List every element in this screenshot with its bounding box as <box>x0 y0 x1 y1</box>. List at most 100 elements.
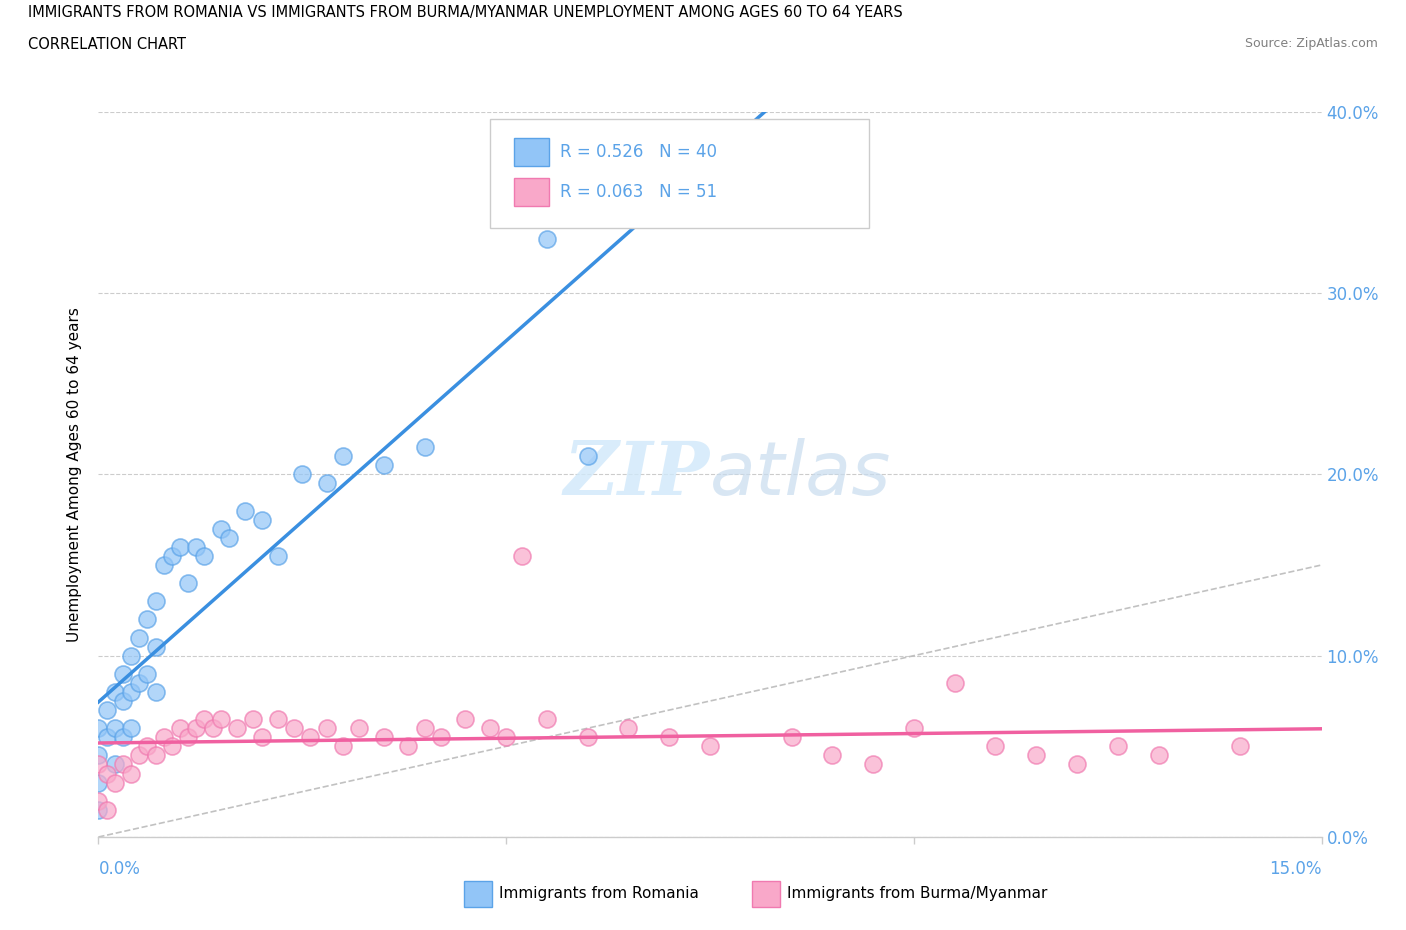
Text: R = 0.526   N = 40: R = 0.526 N = 40 <box>560 143 717 161</box>
FancyBboxPatch shape <box>515 139 548 166</box>
Text: IMMIGRANTS FROM ROMANIA VS IMMIGRANTS FROM BURMA/MYANMAR UNEMPLOYMENT AMONG AGES: IMMIGRANTS FROM ROMANIA VS IMMIGRANTS FR… <box>28 5 903 20</box>
Point <box>396 738 419 753</box>
Point <box>512 549 534 564</box>
Point <box>536 232 558 246</box>
Point <box>943 675 966 690</box>
Point <box>160 738 183 753</box>
Point <box>576 730 599 745</box>
Point <box>903 721 925 736</box>
Point <box>373 458 395 472</box>
Point <box>128 631 150 645</box>
Point <box>226 721 249 736</box>
Point <box>1025 748 1047 763</box>
Point <box>136 666 159 681</box>
Point <box>186 721 208 736</box>
Point <box>862 757 884 772</box>
Point <box>128 748 150 763</box>
Point <box>145 748 167 763</box>
Point <box>617 721 640 736</box>
Point <box>120 684 142 699</box>
Point <box>111 757 134 772</box>
Point <box>332 738 354 753</box>
Point <box>120 766 142 781</box>
Point <box>96 766 118 781</box>
Point <box>128 675 150 690</box>
Point <box>152 558 174 573</box>
Point <box>299 730 322 745</box>
Point <box>120 721 142 736</box>
Point <box>120 648 142 663</box>
Point <box>96 703 118 718</box>
Point <box>332 449 354 464</box>
Point <box>96 803 118 817</box>
Text: R = 0.063   N = 51: R = 0.063 N = 51 <box>560 183 717 201</box>
Point <box>780 730 803 745</box>
Point <box>250 512 273 527</box>
Point <box>87 793 110 808</box>
Point <box>87 721 110 736</box>
Point <box>145 639 167 654</box>
Point <box>373 730 395 745</box>
Point <box>87 803 110 817</box>
Point <box>291 467 314 482</box>
Text: atlas: atlas <box>710 438 891 511</box>
Point <box>186 539 208 554</box>
Point <box>96 730 118 745</box>
Point <box>169 721 191 736</box>
Point <box>160 549 183 564</box>
Point <box>136 612 159 627</box>
Point <box>984 738 1007 753</box>
Point <box>658 730 681 745</box>
Point <box>250 730 273 745</box>
Text: 0.0%: 0.0% <box>98 860 141 878</box>
Text: CORRELATION CHART: CORRELATION CHART <box>28 37 186 52</box>
Point <box>87 748 110 763</box>
Point <box>104 684 127 699</box>
Point <box>193 549 215 564</box>
Point <box>104 721 127 736</box>
Point <box>201 721 224 736</box>
Point <box>145 594 167 609</box>
Point <box>111 694 134 709</box>
Y-axis label: Unemployment Among Ages 60 to 64 years: Unemployment Among Ages 60 to 64 years <box>67 307 83 642</box>
Point <box>193 711 215 726</box>
Point <box>177 576 200 591</box>
FancyBboxPatch shape <box>489 119 869 228</box>
Point <box>478 721 501 736</box>
Text: Immigrants from Burma/Myanmar: Immigrants from Burma/Myanmar <box>787 886 1047 901</box>
Point <box>104 776 127 790</box>
Text: Source: ZipAtlas.com: Source: ZipAtlas.com <box>1244 37 1378 50</box>
Point <box>169 539 191 554</box>
Point <box>413 721 436 736</box>
Point <box>267 549 290 564</box>
Point <box>821 748 844 763</box>
FancyBboxPatch shape <box>515 179 548 206</box>
Point <box>145 684 167 699</box>
Point <box>1107 738 1129 753</box>
Point <box>87 776 110 790</box>
Text: ZIP: ZIP <box>564 438 710 511</box>
Point <box>454 711 477 726</box>
Point <box>233 503 256 518</box>
Point <box>177 730 200 745</box>
Point <box>242 711 264 726</box>
Point <box>1147 748 1170 763</box>
Point <box>349 721 371 736</box>
Point <box>283 721 305 736</box>
Point <box>1229 738 1251 753</box>
Point <box>315 476 337 491</box>
Point <box>104 757 127 772</box>
Point <box>495 730 517 745</box>
Point <box>111 730 134 745</box>
Point <box>430 730 453 745</box>
Point <box>699 738 721 753</box>
Text: 15.0%: 15.0% <box>1270 860 1322 878</box>
Point <box>576 449 599 464</box>
Point <box>87 757 110 772</box>
Point <box>209 711 232 726</box>
Point <box>413 440 436 455</box>
Point <box>218 530 240 545</box>
Text: Immigrants from Romania: Immigrants from Romania <box>499 886 699 901</box>
Point <box>1066 757 1088 772</box>
Point <box>315 721 337 736</box>
